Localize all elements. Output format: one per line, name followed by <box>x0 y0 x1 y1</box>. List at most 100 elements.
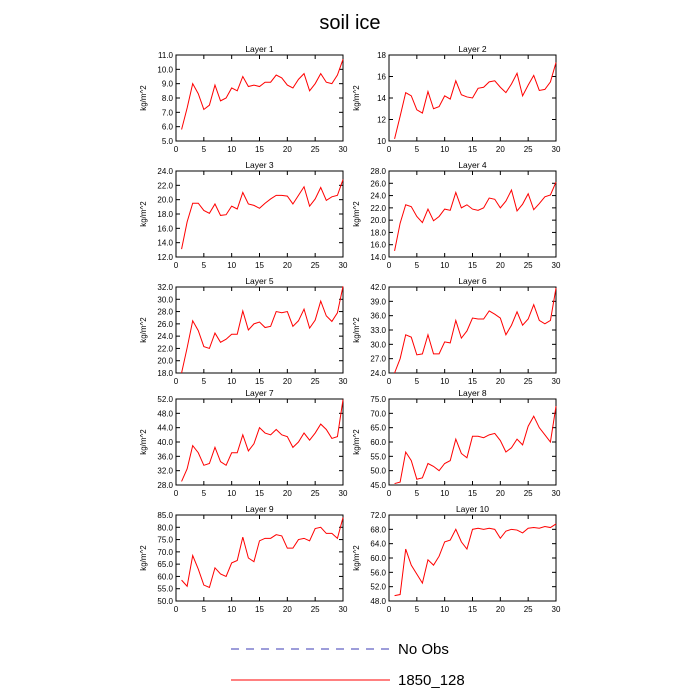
x-tick-label: 25 <box>524 605 533 614</box>
panel-layer-2: Layer 2 10 12 14 16 18 0 5 10 15 20 25 30 kg/m^2 <box>352 44 561 154</box>
y-tick-label: 12 <box>377 116 386 125</box>
y-tick-label: 36.0 <box>370 312 386 321</box>
x-tick-label: 15 <box>468 489 477 498</box>
y-tick-label: 75.0 <box>157 536 173 545</box>
y-tick-label: 10.0 <box>157 65 173 74</box>
panel-title: Layer 1 <box>245 44 274 54</box>
x-tick-label: 0 <box>174 605 179 614</box>
y-axis-label: kg/m^2 <box>352 85 361 111</box>
x-tick-label: 20 <box>496 377 505 386</box>
series-line-1850-128 <box>394 287 557 374</box>
y-tick-label: 7.0 <box>162 108 174 117</box>
x-tick-label: 15 <box>468 261 477 270</box>
x-tick-label: 15 <box>255 377 264 386</box>
y-tick-label: 36.0 <box>157 452 173 461</box>
x-tick-label: 5 <box>415 261 420 270</box>
series-line-1850-128 <box>394 406 557 485</box>
y-tick-label: 24.0 <box>157 332 173 341</box>
x-tick-label: 30 <box>339 377 348 386</box>
y-tick-label: 45.0 <box>370 481 386 490</box>
x-tick-label: 0 <box>387 377 392 386</box>
y-tick-label: 12.0 <box>157 253 173 262</box>
series-line-1850-128 <box>181 179 344 250</box>
y-tick-label: 24.0 <box>157 167 173 176</box>
plot-frame <box>388 398 557 486</box>
y-tick-label: 39.0 <box>370 297 386 306</box>
y-tick-label: 30.0 <box>370 340 386 349</box>
x-tick-label: 15 <box>468 145 477 154</box>
y-tick-label: 18.0 <box>370 228 386 237</box>
panel-title: Layer 7 <box>245 388 274 398</box>
x-tick-label: 0 <box>387 605 392 614</box>
y-tick-label: 6.0 <box>162 123 174 132</box>
y-tick-label: 55.0 <box>157 585 173 594</box>
y-tick-label: 42.0 <box>370 283 386 292</box>
x-tick-label: 30 <box>552 377 561 386</box>
x-tick-label: 0 <box>387 489 392 498</box>
y-tick-label: 28.0 <box>370 167 386 176</box>
plot-frame <box>175 54 344 142</box>
x-tick-label: 25 <box>311 605 320 614</box>
x-tick-label: 0 <box>174 489 179 498</box>
y-tick-label: 16 <box>377 73 386 82</box>
x-tick-label: 30 <box>552 605 561 614</box>
x-tick-label: 20 <box>283 261 292 270</box>
y-axis-label: kg/m^2 <box>139 201 148 227</box>
y-tick-label: 18.0 <box>157 210 173 219</box>
x-tick-label: 20 <box>496 261 505 270</box>
x-tick-label: 0 <box>174 377 179 386</box>
x-tick-label: 25 <box>311 145 320 154</box>
plot-frame <box>388 170 557 258</box>
x-tick-label: 20 <box>496 145 505 154</box>
series-line-1850-128 <box>394 62 557 139</box>
x-tick-label: 25 <box>524 377 533 386</box>
x-tick-label: 15 <box>468 605 477 614</box>
y-tick-label: 85.0 <box>157 511 173 520</box>
x-tick-label: 5 <box>202 489 207 498</box>
y-tick-label: 26.0 <box>370 179 386 188</box>
plot-frame <box>388 286 557 374</box>
x-tick-label: 5 <box>415 605 420 614</box>
x-tick-label: 10 <box>440 261 449 270</box>
y-tick-label: 20.0 <box>157 196 173 205</box>
y-tick-label: 11.0 <box>158 51 174 60</box>
y-tick-label: 14.0 <box>157 239 173 248</box>
y-tick-label: 14 <box>377 94 386 103</box>
x-tick-label: 30 <box>339 605 348 614</box>
x-tick-label: 20 <box>496 489 505 498</box>
x-tick-label: 5 <box>415 489 420 498</box>
y-tick-label: 60.0 <box>157 572 173 581</box>
y-tick-label: 20.0 <box>370 216 386 225</box>
y-tick-label: 16.0 <box>370 241 386 250</box>
y-tick-label: 70.0 <box>370 409 386 418</box>
x-tick-label: 25 <box>311 377 320 386</box>
y-tick-label: 56.0 <box>370 568 386 577</box>
y-tick-label: 20.0 <box>157 357 173 366</box>
y-tick-label: 18.0 <box>157 369 173 378</box>
series-line-1850-128 <box>181 399 344 482</box>
y-tick-label: 60.0 <box>370 438 386 447</box>
x-tick-label: 0 <box>174 145 179 154</box>
y-tick-label: 26.0 <box>157 320 173 329</box>
x-tick-label: 0 <box>387 261 392 270</box>
y-tick-label: 9.0 <box>162 80 174 89</box>
y-tick-label: 28.0 <box>157 481 173 490</box>
panel-layer-6: Layer 6 24.0 27.0 30.0 33.0 36.0 39.0 42.0 0 5 10 1… <box>352 276 561 386</box>
y-tick-label: 60.0 <box>370 554 386 563</box>
panel-layer-5: Layer 5 18.0 20.0 22.0 24.0 26.0 28.0 30.0 32.0 0… <box>139 276 348 386</box>
x-tick-label: 15 <box>255 261 264 270</box>
x-tick-label: 10 <box>440 489 449 498</box>
panel-title: Layer 4 <box>458 160 487 170</box>
y-tick-label: 75.0 <box>370 395 386 404</box>
y-tick-label: 65.0 <box>157 560 173 569</box>
y-tick-label: 80.0 <box>157 523 173 532</box>
y-tick-label: 14.0 <box>370 253 386 262</box>
x-tick-label: 20 <box>496 605 505 614</box>
y-tick-label: 8.0 <box>162 94 174 103</box>
panel-title: Layer 5 <box>245 276 274 286</box>
y-tick-label: 22.0 <box>157 181 173 190</box>
x-tick-label: 10 <box>227 605 236 614</box>
y-tick-label: 52.0 <box>157 395 173 404</box>
panel-layer-3: Layer 3 12.0 14.0 16.0 18.0 20.0 22.0 24.0 0 5 10 1… <box>139 160 348 270</box>
